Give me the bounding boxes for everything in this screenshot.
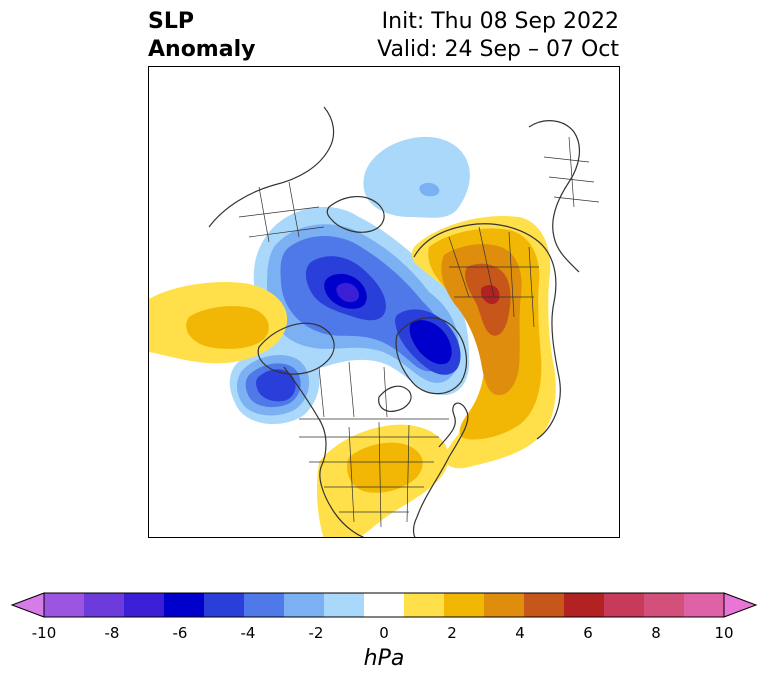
colorbar-segment [204,593,245,617]
colorbar-tick-label: -4 [240,624,256,642]
colorbar-tick-label: 6 [583,624,593,642]
colorbar-segments [10,592,758,618]
coastline-greenland [395,317,468,395]
colorbar-segment [284,593,325,617]
coastline-arctic-islands [326,196,385,233]
pos-anomaly-us-mid [347,442,423,493]
colorbar-segment [524,593,565,617]
colorbar-tick-label: 2 [447,624,457,642]
colorbar-segment [164,593,205,617]
colorbar-tick-label: 8 [651,624,661,642]
title-right: Init: Thu 08 Sep 2022 Valid: 24 Sep – 07… [377,8,619,64]
colorbar-segment [564,593,605,617]
colorbar-tick-label: -8 [104,624,120,642]
colorbar-segment [684,593,725,617]
valid-range: Valid: 24 Sep – 07 Oct [377,37,619,62]
border-asia [238,181,325,243]
colorbar-segment [444,593,485,617]
positive-anomaly-fields [149,216,556,537]
neg-anomaly-northpacific-deep [256,369,296,402]
colorbar-segment [364,593,405,617]
neg-anomaly-greenland-core [409,320,452,365]
neg-anomaly-pacific-center [336,282,360,303]
coastline-asia-pacific [208,106,335,228]
colorbar-tick-label: -2 [308,624,324,642]
colorbar-segment [44,593,85,617]
coastline-hudson-bay [378,385,412,412]
colorbar-segment [404,593,445,617]
coastline-north-america [283,366,365,537]
pos-anomaly-siberia-core [481,284,500,305]
colorbar-tick-label: -10 [31,624,57,642]
colorbar-segment [484,593,525,617]
colorbar-unit-label: hPa [363,646,405,671]
colorbar [10,592,758,618]
anomaly-map [149,106,600,537]
colorbar-tick-label: 4 [515,624,525,642]
colorbar-segment [124,593,165,617]
map-panel [148,66,620,538]
colorbar-segment [244,593,285,617]
neg-anomaly-arctic-light [363,136,470,218]
init-date: Init: Thu 08 Sep 2022 [381,9,619,34]
colorbar-outline [43,592,725,618]
coastlines [208,106,600,537]
coastline-europe [528,120,581,273]
title-variable: SLP [148,9,194,34]
colorbar-segment [324,593,365,617]
border-russia [448,226,539,328]
title-subtitle: Anomaly [148,37,256,62]
pos-anomaly-pacific-mid [186,306,269,349]
colorbar-extend-max [723,592,758,618]
border-canada [299,361,449,420]
colorbar-extend-min [10,592,45,618]
coastline-alaska [257,322,335,375]
border-us-states-1 [299,421,439,528]
colorbar-segment [84,593,125,617]
colorbar-tick-label: 0 [379,624,389,642]
colorbar-segment [604,593,645,617]
colorbar-tick-label: -6 [172,624,188,642]
colorbar-segment [644,593,685,617]
border-europe [543,136,600,208]
neg-anomaly-arctic-spot [419,182,440,197]
negative-anomaly-fields [229,136,470,425]
colorbar-tick-label: 10 [714,624,734,642]
coastline-eurasia [413,223,561,440]
title-left: SLP Anomaly [148,8,255,64]
coastline-east-us [412,402,469,537]
